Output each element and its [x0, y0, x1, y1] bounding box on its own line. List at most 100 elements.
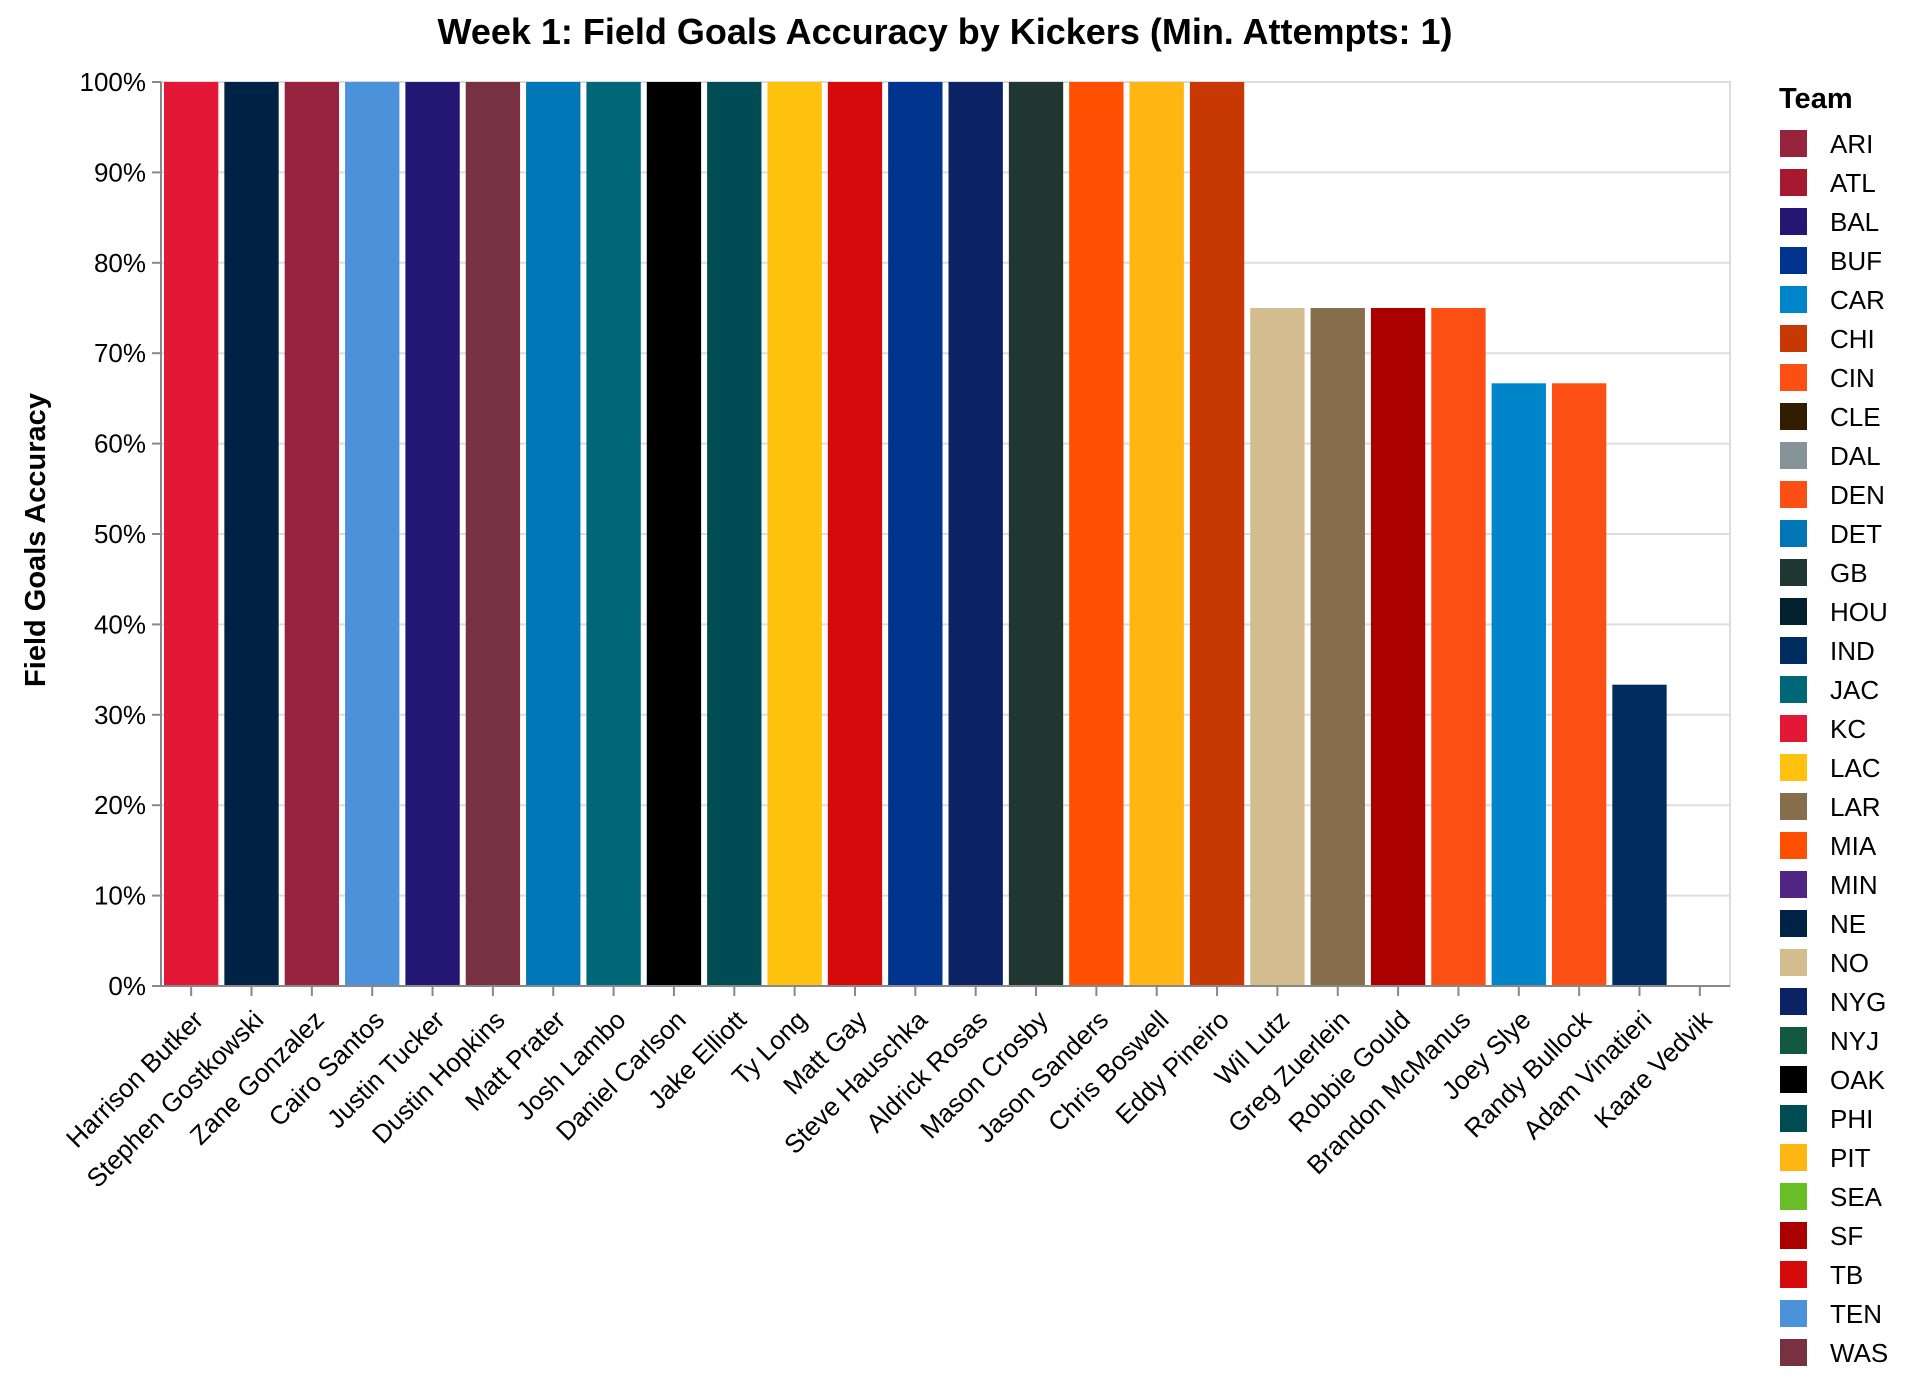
- bar-harrison-butker: [164, 82, 219, 986]
- bar-cairo-santos: [345, 82, 400, 986]
- legend-label-lar: LAR: [1830, 792, 1881, 822]
- legend-label-sea: SEA: [1830, 1182, 1883, 1212]
- legend-swatch-nyj: [1780, 1027, 1807, 1054]
- bars: [164, 82, 1667, 986]
- bar-brandon-mcmanus: [1431, 308, 1486, 986]
- bar-jason-sanders: [1069, 82, 1124, 986]
- bar-zane-gonzalez: [284, 82, 340, 986]
- legend-label-atl: ATL: [1830, 168, 1876, 198]
- legend-swatch-ne: [1780, 910, 1807, 937]
- legend-swatch-dal: [1780, 442, 1807, 469]
- bar-matt-gay: [827, 82, 883, 986]
- legend-label-dal: DAL: [1830, 441, 1881, 471]
- y-tick-label: 60%: [94, 429, 146, 459]
- legend-label-ind: IND: [1830, 636, 1875, 666]
- bar-robbie-gould: [1370, 308, 1426, 986]
- legend-label-det: DET: [1830, 519, 1882, 549]
- legend-label-oak: OAK: [1830, 1065, 1886, 1095]
- legend-swatch-mia: [1780, 832, 1807, 859]
- legend-swatch-det: [1780, 520, 1807, 547]
- legend-swatch-ind: [1780, 637, 1807, 664]
- legend-label-pit: PIT: [1830, 1143, 1871, 1173]
- legend-label-ari: ARI: [1830, 129, 1873, 159]
- legend-label-lac: LAC: [1830, 753, 1881, 783]
- legend-swatch-oak: [1780, 1066, 1807, 1093]
- legend-swatch-ari: [1780, 130, 1807, 157]
- legend-swatch-chi: [1780, 325, 1807, 352]
- legend-label-phi: PHI: [1830, 1104, 1873, 1134]
- y-tick-label: 80%: [94, 248, 146, 278]
- bar-steve-hauschka: [888, 82, 943, 986]
- legend-swatch-was: [1780, 1339, 1807, 1366]
- bar-greg-zuerlein: [1310, 308, 1365, 986]
- bar-daniel-carlson: [646, 82, 702, 986]
- legend-swatch-min: [1780, 871, 1807, 898]
- legend-swatch-sf: [1780, 1222, 1807, 1249]
- bar-chris-boswell: [1129, 82, 1184, 986]
- bar-josh-lambo: [586, 82, 641, 986]
- legend-label-hou: HOU: [1830, 597, 1888, 627]
- bar-eddy-pineiro: [1189, 82, 1245, 986]
- legend-label-min: MIN: [1830, 870, 1878, 900]
- legend-swatch-lac: [1780, 754, 1807, 781]
- legend-swatch-atl: [1780, 169, 1807, 196]
- legend-label-buf: BUF: [1830, 246, 1882, 276]
- legend-label-den: DEN: [1830, 480, 1885, 510]
- legend-swatch-lar: [1780, 793, 1807, 820]
- legend-swatch-phi: [1780, 1105, 1807, 1132]
- legend-label-cle: CLE: [1830, 402, 1881, 432]
- legend: Team ARI ATL BAL BUF CAR CHI CIN CLE DAL DEN DET GB…: [1779, 83, 1888, 1368]
- legend-label-bal: BAL: [1830, 207, 1879, 237]
- legend-label-ten: TEN: [1830, 1299, 1882, 1329]
- legend-swatch-hou: [1780, 598, 1807, 625]
- bar-matt-prater: [526, 82, 581, 986]
- legend-label-gb: GB: [1830, 558, 1868, 588]
- legend-swatch-car: [1780, 286, 1807, 313]
- y-tick-label: 90%: [94, 157, 146, 187]
- bar-adam-vinatieri: [1612, 684, 1667, 986]
- legend-swatch-sea: [1780, 1183, 1807, 1210]
- legend-swatch-bal: [1780, 208, 1807, 235]
- legend-swatch-cle: [1780, 403, 1807, 430]
- chart-title: Week 1: Field Goals Accuracy by Kickers …: [438, 11, 1453, 52]
- legend-swatch-tb: [1780, 1261, 1807, 1288]
- y-tick-label: 70%: [94, 338, 146, 368]
- legend-swatch-jac: [1780, 676, 1807, 703]
- legend-swatch-cin: [1780, 364, 1807, 391]
- legend-label-chi: CHI: [1830, 324, 1875, 354]
- legend-swatch-nyg: [1780, 988, 1807, 1015]
- legend-label-sf: SF: [1830, 1221, 1863, 1251]
- bar-aldrick-rosas: [948, 82, 1003, 986]
- bar-joey-slye: [1491, 383, 1546, 986]
- y-tick-label: 10%: [94, 881, 146, 911]
- bar-jake-elliott: [707, 82, 762, 986]
- legend-label-ne: NE: [1830, 909, 1866, 939]
- bar-stephen-gostkowski: [224, 82, 279, 986]
- y-tick-label: 0%: [108, 971, 146, 1001]
- legend-swatch-ten: [1780, 1300, 1807, 1327]
- legend-swatch-kc: [1780, 715, 1807, 742]
- legend-label-mia: MIA: [1830, 831, 1877, 861]
- bar-wil-lutz: [1250, 308, 1305, 986]
- y-axis-title: Field Goals Accuracy: [20, 393, 52, 687]
- y-tick-label: 50%: [94, 519, 146, 549]
- legend-label-tb: TB: [1830, 1260, 1863, 1290]
- legend-label-cin: CIN: [1830, 363, 1875, 393]
- legend-label-kc: KC: [1830, 714, 1866, 744]
- bar-ty-long: [767, 82, 822, 986]
- bar-justin-tucker: [405, 82, 460, 986]
- legend-label-car: CAR: [1830, 285, 1885, 315]
- legend-swatch-gb: [1780, 559, 1807, 586]
- bar-mason-crosby: [1008, 82, 1064, 986]
- legend-label-nyj: NYJ: [1830, 1026, 1879, 1056]
- legend-swatch-buf: [1780, 247, 1807, 274]
- y-tick-label: 40%: [94, 609, 146, 639]
- y-tick-label: 100%: [80, 67, 147, 97]
- bar-randy-bullock: [1551, 383, 1607, 986]
- y-tick-label: 20%: [94, 790, 146, 820]
- bar-dustin-hopkins: [465, 82, 521, 986]
- y-tick-label: 30%: [94, 700, 146, 730]
- legend-title: Team: [1779, 83, 1853, 115]
- legend-label-jac: JAC: [1830, 675, 1879, 705]
